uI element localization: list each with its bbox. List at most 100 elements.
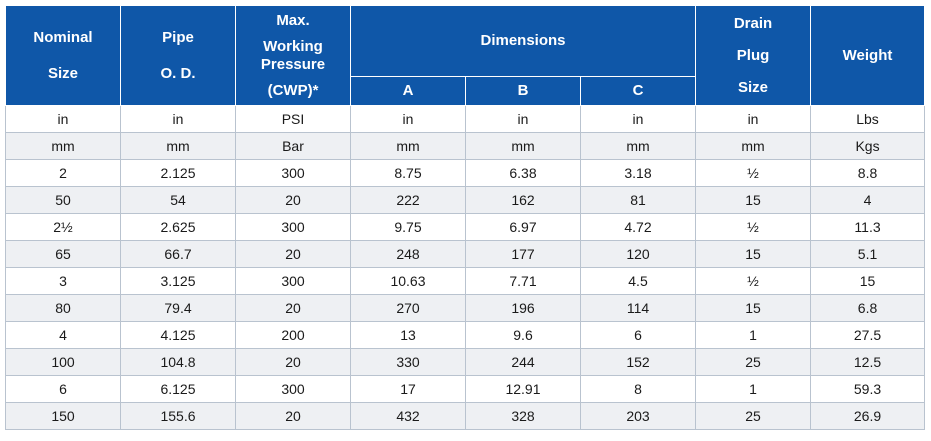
unit-row: in in PSI in in in in Lbs (5, 105, 926, 133)
table-cell: 8.75 (350, 159, 466, 187)
table-cell: 152 (579, 348, 697, 376)
header-dim-c: C (579, 76, 697, 106)
table-cell: 25 (695, 348, 812, 376)
header-max-working-pressure: Max. Working Pressure (CWP)* (235, 5, 351, 106)
table-cell: 203 (579, 402, 697, 430)
table-row: 50 54 20 222 162 81 15 4 (5, 186, 926, 214)
table-cell: 50 (5, 186, 121, 214)
header-dim-b: B (465, 76, 581, 106)
spec-table: Nominal Size Pipe O. D. Max. Working Pre… (5, 5, 926, 430)
table-cell: 9.75 (350, 213, 466, 241)
table-cell: in (465, 105, 581, 133)
table-cell: 81 (579, 186, 697, 214)
table-cell: mm (695, 132, 812, 160)
table-cell: 6.38 (465, 159, 581, 187)
table-cell: 6.97 (465, 213, 581, 241)
table-cell: PSI (235, 105, 351, 133)
table-cell: 196 (465, 294, 581, 322)
table-cell: 1 (695, 375, 812, 403)
table-row: 80 79.4 20 270 196 114 15 6.8 (5, 294, 926, 322)
table-cell: Bar (235, 132, 351, 160)
table-cell: 11.3 (810, 213, 926, 241)
table-cell: 15 (695, 186, 812, 214)
table-cell: 4.72 (579, 213, 697, 241)
table-row: 4 4.125 200 13 9.6 6 1 27.5 (5, 321, 926, 349)
table-cell: 177 (465, 240, 581, 268)
table-cell: 300 (235, 159, 351, 187)
table-row: 2½ 2.625 300 9.75 6.97 4.72 ½ 11.3 (5, 213, 926, 241)
header-pipe-od: Pipe O. D. (120, 5, 236, 106)
table-row: 100 104.8 20 330 244 152 25 12.5 (5, 348, 926, 376)
header-dimensions: Dimensions (349, 5, 697, 77)
table-cell: Kgs (810, 132, 926, 160)
table-cell: 26.9 (810, 402, 926, 430)
table-cell: 79.4 (120, 294, 236, 322)
table-cell: ½ (695, 213, 812, 241)
table-cell: 270 (350, 294, 466, 322)
table-cell: 15 (695, 240, 812, 268)
table-cell: 20 (235, 240, 351, 268)
table-cell: 2½ (5, 213, 121, 241)
unit-row: mm mm Bar mm mm mm mm Kgs (5, 132, 926, 160)
table-cell: 27.5 (810, 321, 926, 349)
table-row: 3 3.125 300 10.63 7.71 4.5 ½ 15 (5, 267, 926, 295)
table-cell: 17 (350, 375, 466, 403)
table-cell: 25 (695, 402, 812, 430)
table-cell: 65 (5, 240, 121, 268)
table-cell: 6.8 (810, 294, 926, 322)
table-cell: 54 (120, 186, 236, 214)
table-cell: 59.3 (810, 375, 926, 403)
table-cell: 6.125 (120, 375, 236, 403)
table-cell: 4 (5, 321, 121, 349)
table-cell: 15 (810, 267, 926, 295)
table-cell: 2.625 (120, 213, 236, 241)
table-cell: 150 (5, 402, 121, 430)
table-cell: 2.125 (120, 159, 236, 187)
table-cell: 244 (465, 348, 581, 376)
table-cell: 200 (235, 321, 351, 349)
table-cell: mm (465, 132, 581, 160)
table-cell: 3.18 (579, 159, 697, 187)
table-cell: 12.91 (465, 375, 581, 403)
table-cell: mm (350, 132, 466, 160)
table-cell: 222 (350, 186, 466, 214)
table-cell: 4.5 (579, 267, 697, 295)
table-cell: 432 (350, 402, 466, 430)
table-row: 6 6.125 300 17 12.91 8 1 59.3 (5, 375, 926, 403)
table-row: 65 66.7 20 248 177 120 15 5.1 (5, 240, 926, 268)
table-cell: mm (5, 132, 121, 160)
table-row: 150 155.6 20 432 328 203 25 26.9 (5, 402, 926, 430)
table-cell: 10.63 (350, 267, 466, 295)
header-nominal-size: Nominal Size (5, 5, 121, 106)
table-cell: ½ (695, 267, 812, 295)
table-cell: in (5, 105, 121, 133)
table-cell: 15 (695, 294, 812, 322)
table-cell: 20 (235, 294, 351, 322)
table-cell: 330 (350, 348, 466, 376)
table-cell: mm (579, 132, 697, 160)
table-cell: 7.71 (465, 267, 581, 295)
table-cell: 104.8 (120, 348, 236, 376)
table-cell: in (350, 105, 466, 133)
table-cell: 4 (810, 186, 926, 214)
table-cell: 162 (465, 186, 581, 214)
table-cell: in (695, 105, 812, 133)
table-cell: 6 (5, 375, 121, 403)
table-cell: 20 (235, 402, 351, 430)
table-cell: 3 (5, 267, 121, 295)
table-cell: 300 (235, 213, 351, 241)
table-cell: 100 (5, 348, 121, 376)
table-row: 2 2.125 300 8.75 6.38 3.18 ½ 8.8 (5, 159, 926, 187)
header-weight: Weight (810, 5, 926, 106)
table-cell: ½ (695, 159, 812, 187)
table-cell: 8 (579, 375, 697, 403)
table-cell: 1 (695, 321, 812, 349)
table-cell: 328 (465, 402, 581, 430)
header-dim-a: A (350, 76, 466, 106)
table-cell: 248 (350, 240, 466, 268)
table-cell: 6 (579, 321, 697, 349)
table-cell: 13 (350, 321, 466, 349)
header-drain-plug-size: Drain Plug Size (695, 5, 812, 106)
table-cell: 12.5 (810, 348, 926, 376)
table-cell: 3.125 (120, 267, 236, 295)
